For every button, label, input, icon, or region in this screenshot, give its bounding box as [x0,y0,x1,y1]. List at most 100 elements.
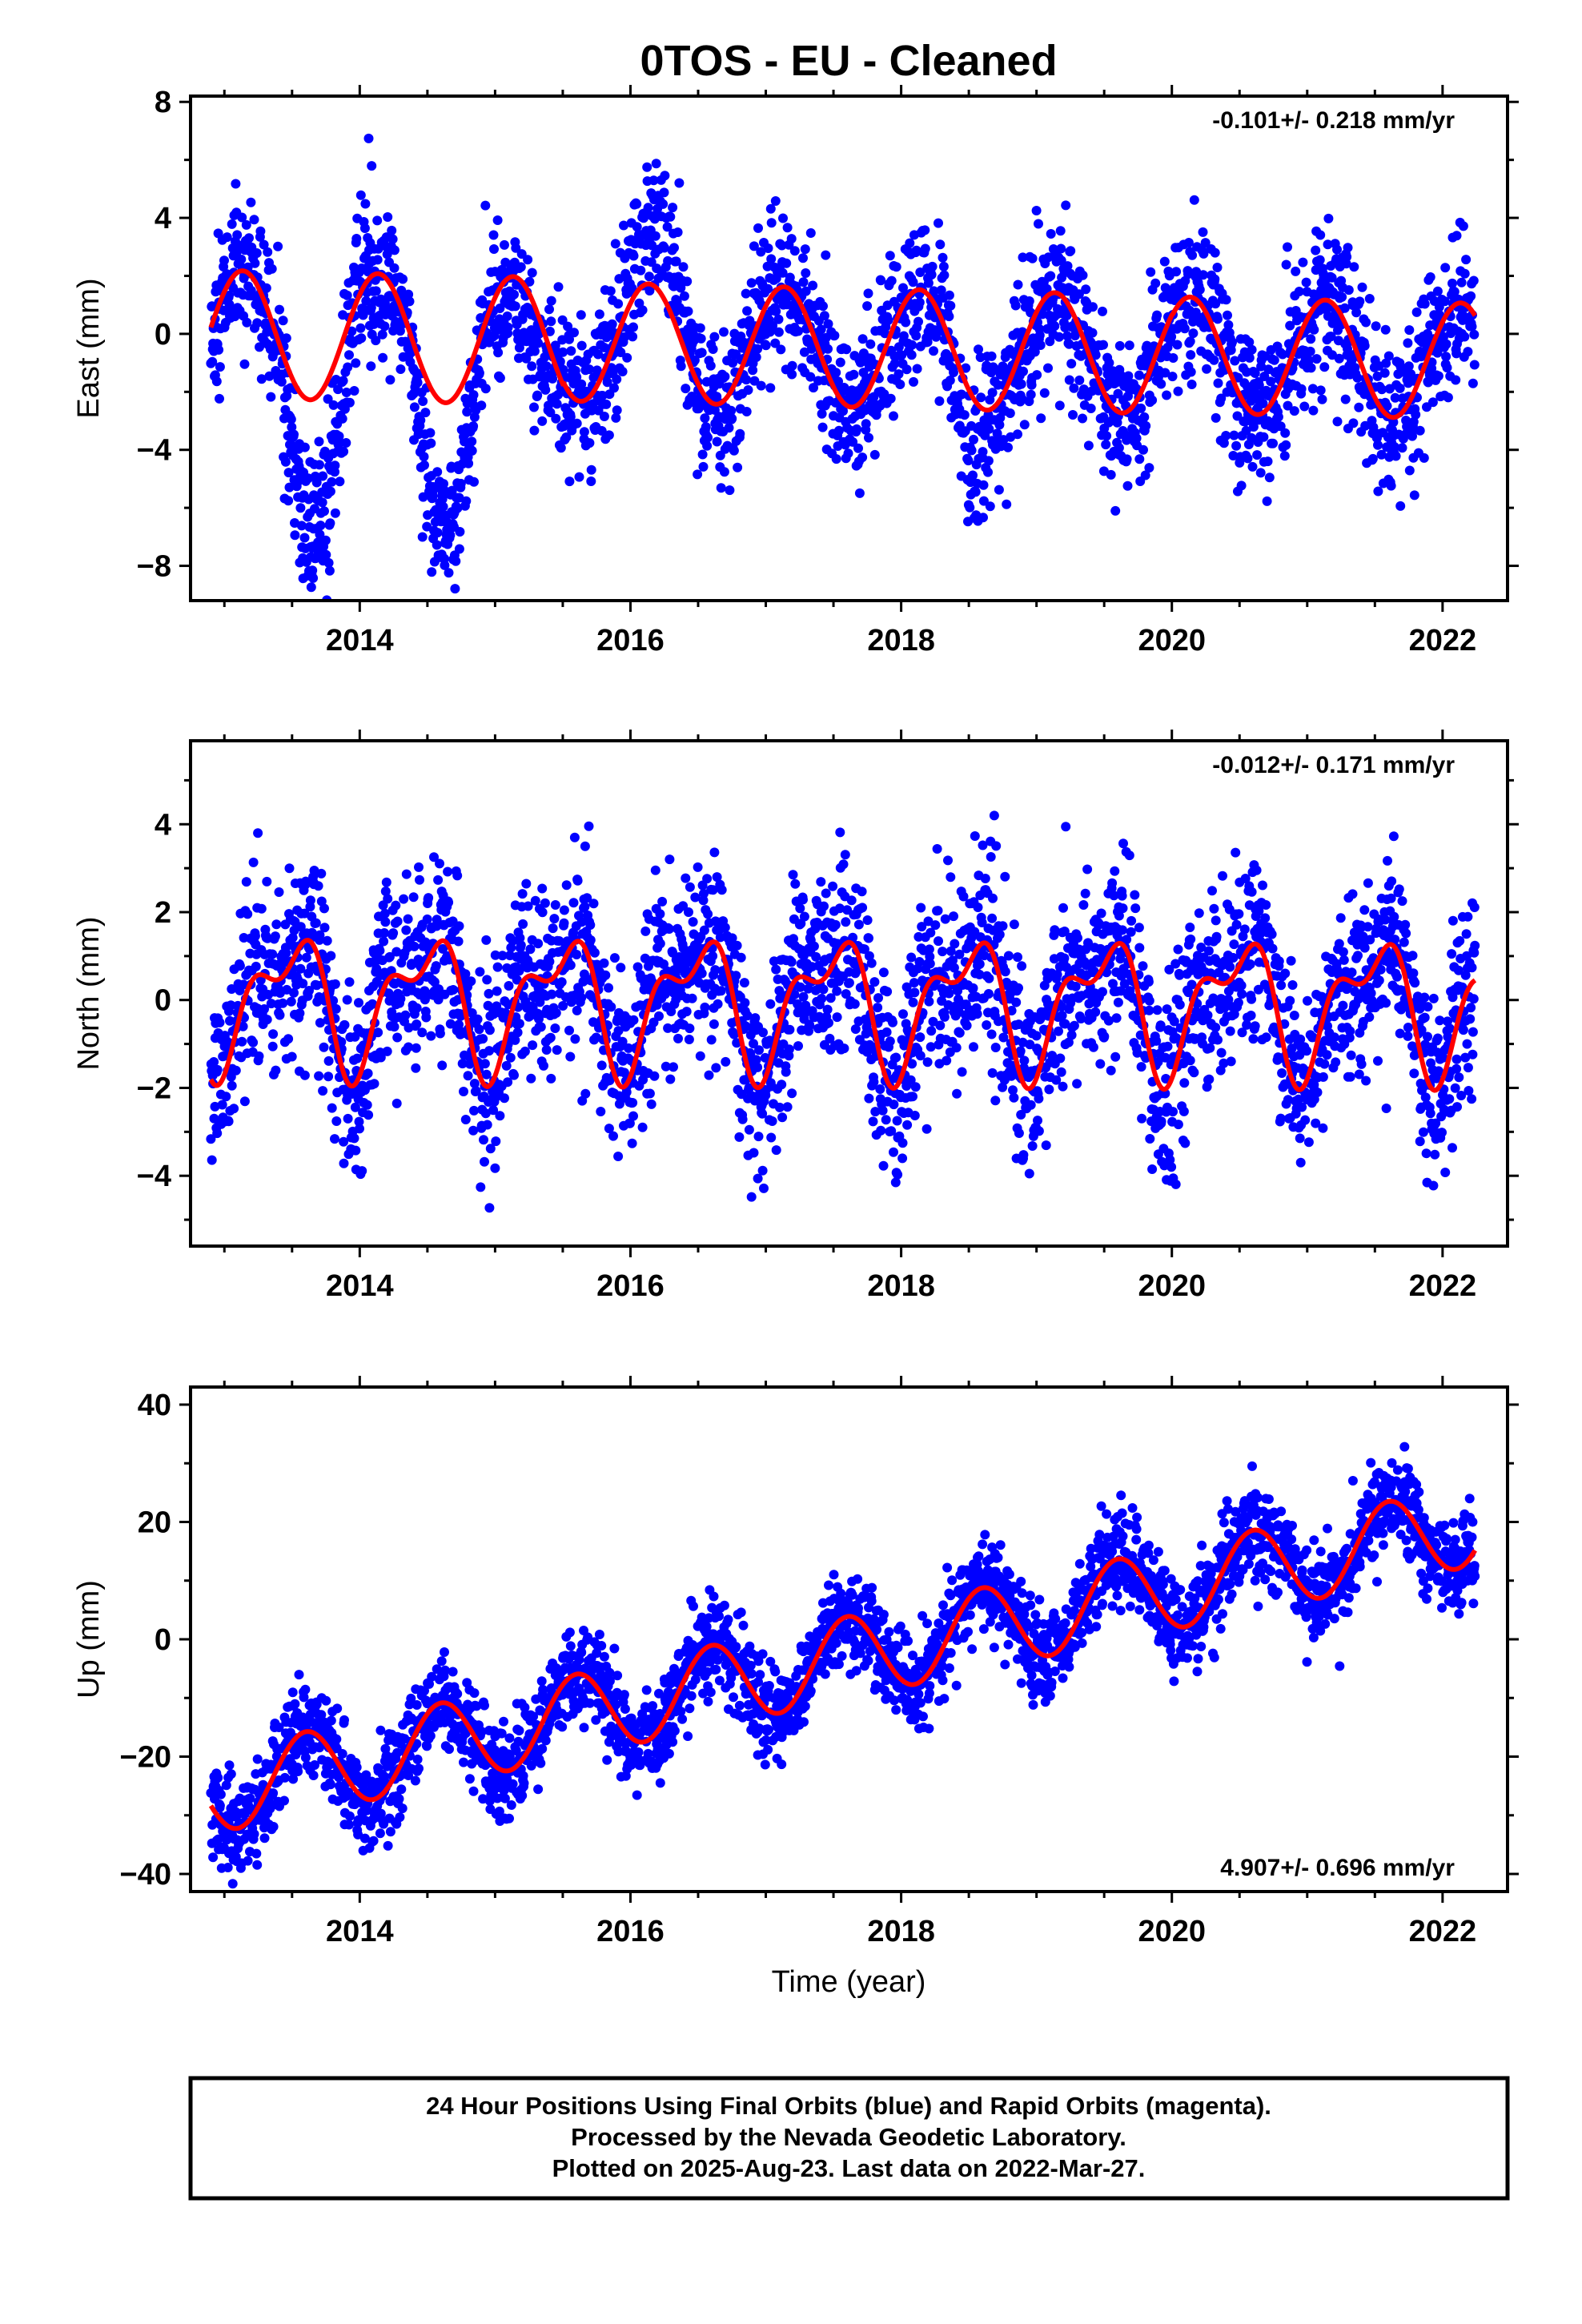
data-point [246,197,256,207]
data-point [1066,246,1076,256]
data-point [1259,432,1269,442]
data-point [926,270,937,279]
data-point [1364,294,1375,304]
rate-label: -0.101+/- 0.218 mm/yr [1212,107,1455,134]
data-point [209,1057,219,1067]
data-point [1167,372,1178,382]
data-point [1447,278,1457,288]
data-point [1262,496,1272,506]
data-point [526,1073,536,1084]
data-point [250,258,260,268]
data-point [478,1034,488,1044]
data-point [540,384,551,395]
data-point [1419,452,1429,463]
data-point [396,994,406,1004]
data-point [865,339,876,349]
data-point [301,952,311,963]
data-point [822,1004,833,1015]
data-point [391,900,401,911]
data-point [510,301,520,312]
data-point [1030,347,1040,357]
data-point [823,344,833,354]
data-point [562,936,572,947]
data-point [1015,1046,1026,1056]
data-point [561,880,572,891]
data-point [1285,320,1295,331]
data-point [759,1183,769,1193]
data-point [787,360,797,371]
data-point [885,251,895,261]
data-point [731,971,741,981]
data-point [758,1027,768,1038]
data-point [857,452,868,463]
data-point [278,316,288,326]
data-point [1064,339,1074,349]
data-point [1186,367,1196,377]
data-point [484,1203,495,1213]
data-point [1423,377,1433,388]
data-point [267,949,278,959]
data-point [777,1112,788,1123]
data-point [1083,440,1094,451]
data-point [514,1019,524,1029]
data-point [1059,927,1070,936]
data-point [935,1020,946,1031]
data-point [1044,1084,1054,1095]
data-point [537,907,548,918]
data-point [326,951,336,961]
data-point [817,422,828,432]
data-point [881,1115,891,1125]
data-point [616,348,626,357]
data-point [431,961,441,971]
data-point [669,243,679,253]
data-point [255,342,264,352]
data-point [319,923,330,933]
data-point [684,907,693,917]
data-point [576,310,586,320]
data-point [1456,277,1467,287]
data-point [343,362,353,372]
data-point [248,857,259,867]
data-point [1054,1026,1063,1036]
data-point [330,460,340,471]
data-point [318,1086,328,1096]
data-point [1062,310,1072,320]
data-point [944,312,954,322]
data-point [934,936,943,947]
data-point [1136,403,1146,413]
data-point [451,556,461,566]
data-point [910,1082,921,1092]
data-point [1152,310,1162,320]
data-point [490,1163,500,1173]
data-point [493,348,504,358]
data-point [1140,470,1150,480]
data-point [526,325,536,336]
data-point [1219,438,1229,448]
data-point [537,416,548,426]
data-point [1123,371,1134,381]
data-point [683,306,693,316]
data-point [906,952,917,963]
data-point [1056,243,1066,254]
data-point [994,930,1005,939]
data-point [1146,267,1156,277]
data-point [214,344,224,355]
data-point [1078,900,1089,910]
data-point [843,448,853,459]
data-point [298,979,308,989]
data-point [1306,363,1316,373]
data-point [391,947,402,957]
data-point [857,887,867,897]
data-point [1439,296,1450,307]
data-point [289,429,299,440]
data-point [915,267,926,277]
data-point [989,810,999,821]
data-point [702,874,713,884]
data-point [681,384,691,394]
data-point [1062,331,1073,341]
data-point [444,897,454,907]
data-point [484,1025,495,1035]
data-point [268,1029,279,1039]
data-point [700,1002,710,1012]
